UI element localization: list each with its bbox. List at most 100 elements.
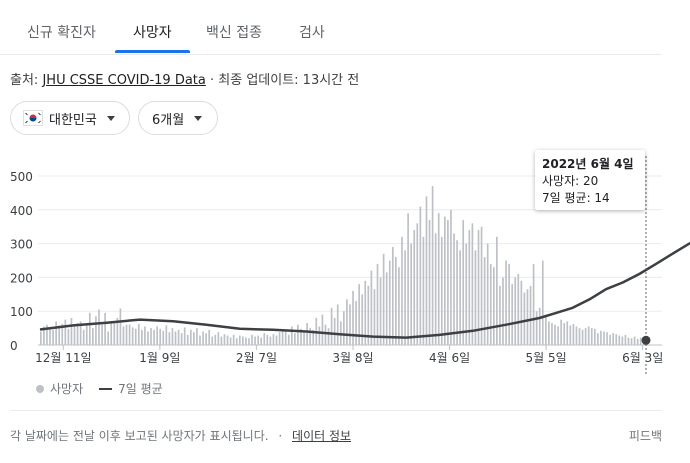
death-bar xyxy=(352,290,354,345)
average-line xyxy=(39,241,690,339)
death-bar xyxy=(229,337,232,345)
death-bar xyxy=(202,331,204,345)
death-bar xyxy=(499,285,501,345)
death-bar xyxy=(189,329,192,345)
death-bar xyxy=(248,338,250,345)
death-bar xyxy=(624,334,627,345)
korea-flag-icon xyxy=(23,110,43,126)
death-bar xyxy=(312,329,315,345)
death-bar xyxy=(554,324,556,345)
footer-divider xyxy=(10,410,662,411)
death-bar xyxy=(223,334,226,345)
death-bar xyxy=(101,324,103,345)
death-bar xyxy=(92,328,94,345)
death-bar xyxy=(269,336,272,345)
source-line: 출처: JHU CSSE COVID-19 Data · 최종 업데이트: 13… xyxy=(10,69,359,88)
death-bar xyxy=(355,301,357,345)
y-tick-label: 200 xyxy=(10,271,33,285)
death-bar xyxy=(514,277,517,345)
death-bar xyxy=(180,333,183,345)
death-bar xyxy=(618,335,621,345)
death-bar xyxy=(621,336,624,345)
country-label: 대한민국 xyxy=(49,112,97,128)
death-bar xyxy=(119,308,122,345)
death-bar xyxy=(346,299,348,345)
death-bar xyxy=(333,317,336,345)
tab-deaths[interactable]: 사망자 xyxy=(133,25,172,41)
death-bar xyxy=(523,292,526,345)
death-bar xyxy=(551,323,553,345)
death-bar xyxy=(520,280,523,345)
death-bar xyxy=(171,328,174,345)
tab-new-cases[interactable]: 신규 확진자 xyxy=(27,25,96,41)
tab-bar: 신규 확진자 사망자 백신 접종 검사 xyxy=(0,0,662,55)
tab-vaccination[interactable]: 백신 접종 xyxy=(206,25,262,41)
chevron-down-icon xyxy=(194,115,203,121)
death-bar xyxy=(226,335,229,345)
death-bar xyxy=(343,311,345,345)
death-bar xyxy=(211,336,214,345)
death-bar xyxy=(217,332,220,345)
deaths-chart[interactable]: 0 100 200 300 400 500 12월 11일 1월 9일 2월 7일 3월 8일 4… xyxy=(0,0,690,380)
death-bar xyxy=(281,329,284,345)
death-bar xyxy=(453,233,455,345)
death-bar xyxy=(128,324,131,345)
death-bar xyxy=(73,326,76,345)
death-bar xyxy=(404,250,406,345)
death-bar xyxy=(529,285,532,345)
legend-line-swatch xyxy=(99,387,113,390)
source-link[interactable]: JHU CSSE COVID-19 Data xyxy=(42,73,206,88)
hover-point xyxy=(641,335,651,345)
x-tick-label: 2월 7일 xyxy=(236,351,277,365)
death-bar xyxy=(168,332,171,345)
death-bar xyxy=(278,332,281,345)
death-bar xyxy=(205,333,207,345)
period-selector[interactable]: 6개월 xyxy=(138,101,218,135)
tab-tests[interactable]: 검사 xyxy=(299,25,325,41)
death-bar xyxy=(95,316,97,345)
death-bar xyxy=(578,328,581,345)
data-info-link[interactable]: 데이터 정보 xyxy=(292,429,352,443)
country-selector[interactable]: 대한민국 xyxy=(10,101,130,135)
chart-legend: 사망자 7일 평균 xyxy=(36,380,163,397)
death-bar xyxy=(444,216,446,345)
last-updated: · 최종 업데이트: 13시간 전 xyxy=(210,73,360,88)
death-bar xyxy=(370,270,373,345)
death-bar xyxy=(309,328,312,345)
x-tick-label: 12월 11일 xyxy=(35,351,91,365)
death-bar xyxy=(318,326,321,345)
death-bar xyxy=(214,334,217,345)
death-bar xyxy=(422,236,425,345)
death-bar xyxy=(104,312,106,345)
feedback-link[interactable]: 피드백 xyxy=(628,429,662,443)
source-prefix: 출처: xyxy=(10,73,39,88)
death-bar xyxy=(300,328,302,345)
death-bar xyxy=(40,331,42,345)
death-bar xyxy=(517,274,520,345)
death-bar xyxy=(416,223,419,345)
death-bar xyxy=(502,277,504,345)
death-bar xyxy=(88,312,91,345)
death-bar xyxy=(572,324,575,345)
death-bar xyxy=(603,331,605,345)
death-bar xyxy=(612,333,615,345)
death-bar xyxy=(321,314,324,345)
seven-day-average-line xyxy=(39,241,690,339)
death-bar xyxy=(633,336,636,345)
death-bar xyxy=(459,250,461,345)
death-bar xyxy=(395,257,397,345)
death-bar xyxy=(245,337,247,345)
death-bar xyxy=(358,284,360,345)
death-bar xyxy=(486,243,489,345)
death-bar xyxy=(134,328,137,345)
death-bar xyxy=(508,263,510,345)
death-bar xyxy=(609,334,611,345)
death-bar xyxy=(303,331,305,345)
death-bar xyxy=(150,328,152,345)
x-tick-label: 1월 9일 xyxy=(139,351,180,365)
death-bar xyxy=(61,324,64,345)
death-bar xyxy=(257,335,259,345)
death-bar xyxy=(373,289,376,345)
x-tick-label: 5월 5일 xyxy=(526,351,567,365)
death-bar xyxy=(284,331,287,345)
